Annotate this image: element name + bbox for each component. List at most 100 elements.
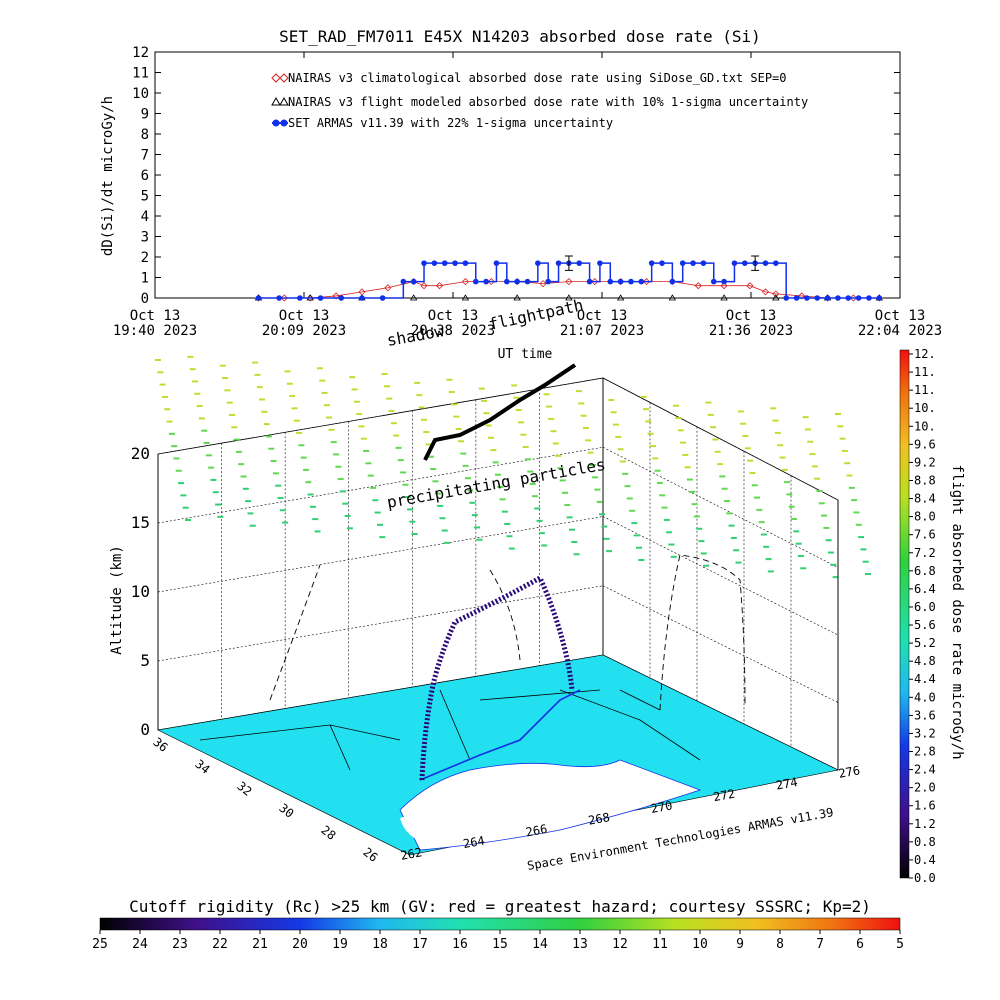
point-armas — [876, 295, 883, 301]
legend-item-nairas-flight: NAIRAS v3 flight modeled absorbed dose r… — [271, 95, 808, 109]
altitude-tick-label: 15 — [131, 513, 150, 532]
legend-label-nairas-flight: NAIRAS v3 flight modeled absorbed dose r… — [288, 95, 808, 109]
legend-marker-nairas-climatological — [271, 73, 289, 83]
x-tick-label-time: 19:40 2023 — [113, 323, 197, 339]
point-armas — [472, 278, 479, 285]
longitude-tick-label: 268 — [587, 810, 611, 828]
bottom-colorbar-ticks: 25 24 23 22 21 20 19 18 17 16 15 14 13 12 11 10 9 8 7 6 5 — [92, 930, 904, 952]
point-armas — [555, 260, 562, 266]
point-nairas-flight — [461, 294, 470, 301]
timeseries-x-axis-label: UT time — [498, 347, 553, 362]
legend-label-armas: SET ARMAS v11.39 with 22% 1-sigma uncert… — [288, 116, 613, 130]
bottom-colorbar-tick-label: 16 — [452, 937, 468, 952]
y-tick-label: 1 — [141, 271, 149, 287]
right-colorbar-label: flight absorbed dose rate microGy/h — [949, 464, 965, 759]
x-tick-label-date: Oct 13 — [279, 308, 330, 324]
shadow-dashed-curve-left — [269, 564, 321, 701]
right-colorbar-tick-label: 0.0 — [914, 871, 936, 885]
bottom-colorbar-tick-label: 13 — [572, 937, 588, 952]
annotation-shadow: shadow — [385, 321, 446, 350]
x-tick-label-date: Oct 13 — [428, 308, 479, 324]
point-armas — [824, 295, 831, 301]
point-armas — [866, 295, 872, 301]
right-colorbar-tick-label: 1.2 — [914, 817, 936, 831]
legend-item-nairas-climatological: NAIRAS v3 climatological absorbed dose r… — [271, 71, 787, 85]
right-colorbar-tick-label: 6.8 — [914, 564, 936, 578]
shadow-dashed-curve-right — [659, 554, 746, 711]
point-nairas-climatological — [539, 280, 547, 288]
right-colorbar-tick-label: 7.2 — [914, 546, 936, 560]
bottom-colorbar-tick-label: 19 — [332, 937, 348, 952]
point-armas — [545, 278, 551, 285]
ground-coast-white-spot — [400, 815, 440, 845]
bottom-colorbar-tick-label: 20 — [292, 937, 308, 952]
point-armas — [638, 278, 645, 285]
bottom-colorbar-tick-label: 22 — [212, 937, 228, 952]
point-nairas-climatological — [761, 288, 770, 296]
right-colorbar-tick-label: 11. — [914, 383, 936, 397]
point-nairas-climatological — [461, 278, 469, 286]
box-front-edges — [157, 454, 839, 770]
legend-item-armas: SET ARMAS v11.39 with 22% 1-sigma uncert… — [272, 116, 613, 130]
right-colorbar-gradient — [899, 349, 910, 879]
ground-map-borders — [199, 689, 701, 771]
x-tick-label-time: 20:09 2023 — [262, 323, 346, 339]
longitude-tick-label: 266 — [525, 822, 549, 840]
series-line-nairas-climatological — [258, 281, 880, 299]
figure-title: SET_RAD_FM7011 E45X N14203 absorbed dose… — [279, 27, 761, 46]
bottom-colorbar-tick-label: 11 — [652, 937, 668, 952]
point-armas — [617, 278, 624, 285]
point-nairas-climatological — [358, 288, 366, 296]
point-nairas-flight — [565, 294, 573, 301]
flight-path-top-projection — [423, 363, 577, 461]
ground-gulf-water — [399, 759, 702, 851]
altitude-tick-label: 10 — [131, 582, 150, 601]
point-armas — [379, 295, 386, 301]
point-armas — [669, 278, 676, 285]
altitude-axis-label: Altitude (km) — [109, 545, 125, 655]
point-armas — [483, 278, 489, 285]
right-colorbar-tick-label: 5.2 — [914, 636, 936, 650]
timeseries-series-group — [254, 255, 884, 302]
right-colorbar-tick-label: 8.8 — [914, 473, 936, 487]
point-armas — [586, 278, 593, 285]
right-colorbar-tick-label: 8.0 — [914, 510, 936, 524]
y-tick-label: 6 — [141, 168, 149, 184]
wall-grid-line-horizontal — [157, 377, 604, 455]
point-armas — [659, 260, 665, 266]
x-tick-label-date: Oct 13 — [726, 308, 777, 324]
altitude-tick-label: 0 — [140, 720, 150, 739]
bottom-colorbar-tick-label: 12 — [612, 937, 628, 952]
point-armas — [814, 295, 821, 301]
armas-error-bar — [564, 255, 573, 271]
right-colorbar-tick-label: 5.6 — [914, 618, 936, 632]
timeseries-legend: NAIRAS v3 climatological absorbed dose r… — [271, 71, 808, 130]
right-colorbar-tick-label: 10. — [914, 419, 936, 433]
point-nairas-flight — [513, 294, 521, 301]
point-armas — [359, 295, 365, 301]
latitude-axis-ticks: 26 28 30 32 34 36 — [150, 735, 380, 865]
point-armas — [783, 295, 789, 301]
point-nairas-flight — [668, 294, 677, 301]
wall-grid-line-horizontal — [157, 516, 604, 593]
right-colorbar-tick-label: 3.2 — [914, 726, 936, 740]
point-armas — [721, 278, 727, 285]
longitude-axis-ticks: 262 264 266 268 270 272 274 276 — [399, 763, 861, 863]
y-tick-label: 0 — [141, 291, 149, 307]
x-tick-label-time: 21:07 2023 — [560, 323, 644, 339]
point-nairas-flight — [616, 294, 625, 301]
point-armas — [462, 260, 469, 266]
latitude-tick-label: 32 — [234, 779, 254, 799]
point-armas — [297, 295, 303, 301]
point-armas — [431, 260, 438, 266]
bottom-colorbar-tick-label: 25 — [92, 937, 108, 952]
right-colorbar-tick-label: 4.0 — [914, 690, 936, 704]
y-tick-label: 8 — [141, 127, 149, 143]
y-tick-label: 4 — [141, 209, 149, 225]
bottom-colorbar-tick-label: 7 — [816, 937, 824, 952]
right-colorbar-tick-label: 8.4 — [914, 492, 936, 506]
point-armas — [317, 295, 324, 301]
